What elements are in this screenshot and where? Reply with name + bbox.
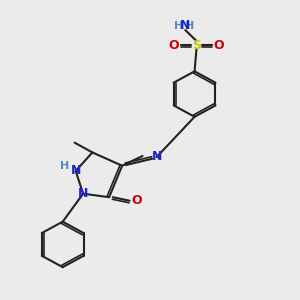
Text: O: O: [213, 39, 224, 52]
Text: O: O: [169, 39, 179, 52]
Text: H: H: [174, 21, 183, 31]
Text: O: O: [131, 194, 142, 207]
Text: H: H: [185, 21, 194, 31]
Text: H: H: [60, 161, 69, 171]
Text: S: S: [192, 39, 201, 52]
Text: N: N: [152, 151, 162, 164]
Text: N: N: [78, 187, 88, 200]
Text: N: N: [70, 164, 81, 178]
Text: N: N: [180, 20, 190, 32]
